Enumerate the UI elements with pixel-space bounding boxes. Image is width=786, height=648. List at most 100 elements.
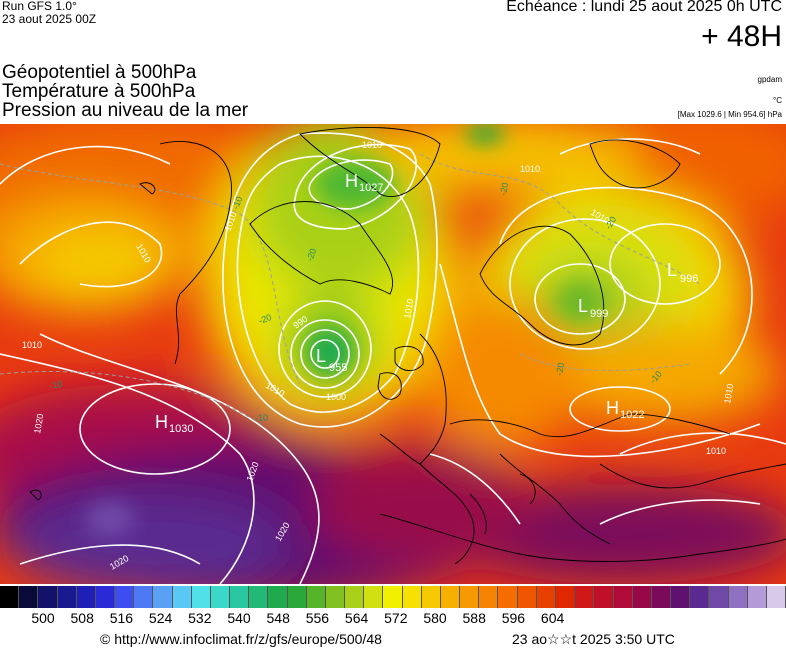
color-scale-swatch	[402, 586, 422, 608]
color-scale-swatch	[421, 586, 441, 608]
color-scale-swatch	[287, 586, 307, 608]
color-scale-swatch	[325, 586, 346, 608]
color-scale-swatch	[613, 586, 633, 608]
pressure-range: [Max 1029.6 | Min 954.6] hPa	[677, 110, 782, 119]
center-low-3-value: 999	[590, 308, 608, 320]
center-low-2: L	[667, 260, 677, 280]
center-high-1-value: 1027	[359, 182, 383, 194]
color-scale-tick: 564	[344, 610, 369, 626]
color-scale-tick: 508	[70, 610, 94, 626]
isobars	[0, 132, 786, 584]
color-scale-swatch	[460, 586, 480, 608]
color-scale-swatch	[536, 586, 556, 608]
color-scale-swatch	[651, 586, 672, 608]
color-scale-swatch	[632, 586, 652, 608]
color-scale-swatch	[594, 586, 614, 608]
source-url: © http://www.infoclimat.fr/z/gfs/europe/…	[100, 631, 382, 647]
color-scale-swatch	[134, 586, 154, 608]
center-low-1: L	[316, 346, 326, 366]
isobar-label: 1010	[402, 298, 415, 319]
title-geopotential: Géopotentiel à 500hPa	[2, 62, 197, 83]
color-scale-swatch	[709, 586, 729, 608]
color-scale-swatch	[766, 586, 786, 608]
color-scale-swatch	[210, 586, 231, 608]
unit-gpdam: gpdam	[757, 75, 782, 84]
isobar-label: 1020	[32, 413, 45, 434]
generation-date: 23 ao☆☆t 2025 3:50 UTC	[512, 631, 675, 647]
isobar-label: 1000	[326, 392, 346, 402]
color-scale-tick: 572	[384, 610, 408, 626]
color-scale-swatch	[440, 586, 461, 608]
color-scale-swatch	[76, 586, 96, 608]
isobar-label: 1010	[722, 383, 735, 404]
isobar-label: 1010	[362, 140, 382, 150]
color-scale-swatch	[479, 586, 499, 608]
center-high-3: H	[606, 398, 619, 418]
color-scale-tick: 588	[462, 610, 486, 626]
weather-map: H 1027 L 955 H 1030 L 996 L 999 H 1022 1…	[0, 124, 786, 584]
color-scale-tick: 596	[501, 610, 526, 626]
color-scale-tick: 556	[305, 610, 330, 626]
isotherm-label: -20	[554, 362, 566, 377]
color-scale-swatch	[57, 586, 77, 608]
color-scale-swatch	[728, 586, 748, 608]
color-scale-tick: 500	[31, 610, 55, 626]
isobar-label: 1010	[706, 446, 726, 456]
center-low-1-value: 955	[329, 362, 347, 374]
center-low-2-value: 996	[680, 273, 698, 285]
center-high-1: H	[345, 171, 358, 191]
title-pressure: Pression au niveau de la mer	[2, 100, 249, 121]
color-scale-swatch	[690, 586, 710, 608]
isotherm-label: -10	[49, 379, 64, 391]
color-scale-swatch	[38, 586, 58, 608]
color-scale-swatch	[0, 586, 20, 608]
color-scale	[0, 586, 786, 608]
run-label: Run GFS 1.0°	[2, 0, 77, 13]
color-scale-swatch	[498, 586, 518, 608]
isotherm-labels: -20 -20 -20 -10 -10 -20 -20 -10 -10	[49, 182, 664, 423]
isotherm-label: -10	[230, 195, 244, 211]
isotherms	[0, 153, 701, 425]
color-scale-swatch	[191, 586, 211, 608]
coastlines	[29, 127, 786, 565]
pressure-centers: H 1027 L 955 H 1030 L 996 L 999 H 1022	[155, 171, 698, 435]
center-high-3-value: 1022	[620, 409, 644, 421]
isotherm-label: -20	[498, 182, 510, 197]
isobar-label: 1010	[520, 164, 540, 174]
color-scale-swatch	[153, 586, 173, 608]
color-scale-tick: 580	[423, 610, 447, 626]
color-scale-swatch	[268, 586, 288, 608]
color-scale-tick: 540	[227, 610, 251, 626]
forecast-lead-time: + 48H	[701, 20, 782, 53]
color-scale-swatch	[383, 586, 403, 608]
color-scale-swatch	[517, 586, 537, 608]
map-canvas: H 1027 L 955 H 1030 L 996 L 999 H 1022 1…	[0, 124, 786, 584]
color-scale-swatch	[172, 586, 192, 608]
isotherm-label: -20	[304, 247, 318, 263]
isobar-label: 1010	[22, 340, 42, 350]
color-scale-tick: 516	[109, 610, 134, 626]
color-scale-tick: 532	[188, 610, 212, 626]
color-scale-tick: 604	[540, 610, 565, 626]
color-scale-swatch	[306, 586, 326, 608]
run-date: 23 aout 2025 00Z	[2, 12, 97, 26]
center-high-2-value: 1030	[169, 423, 193, 435]
color-scale-tick: 548	[266, 610, 290, 626]
center-high-2: H	[155, 412, 168, 432]
color-scale-swatch	[230, 586, 250, 608]
color-scale-swatch	[19, 586, 39, 608]
color-scale-swatch	[575, 586, 595, 608]
color-scale-swatch	[671, 586, 691, 608]
color-scale-swatch	[115, 586, 135, 608]
color-scale-swatch	[249, 586, 269, 608]
forecast-valid-time: Echéance : lundi 25 aout 2025 0h UTC	[506, 0, 782, 15]
unit-celsius: °C	[773, 96, 782, 105]
color-scale-swatch	[747, 586, 767, 608]
isotherm-label: -10	[255, 413, 268, 423]
isotherm-label: -20	[257, 312, 273, 326]
color-scale-swatch	[364, 586, 384, 608]
color-scale-swatch	[95, 586, 116, 608]
color-scale-swatch	[555, 586, 576, 608]
title-temperature: Température à 500hPa	[2, 81, 196, 102]
center-low-3: L	[578, 296, 588, 316]
